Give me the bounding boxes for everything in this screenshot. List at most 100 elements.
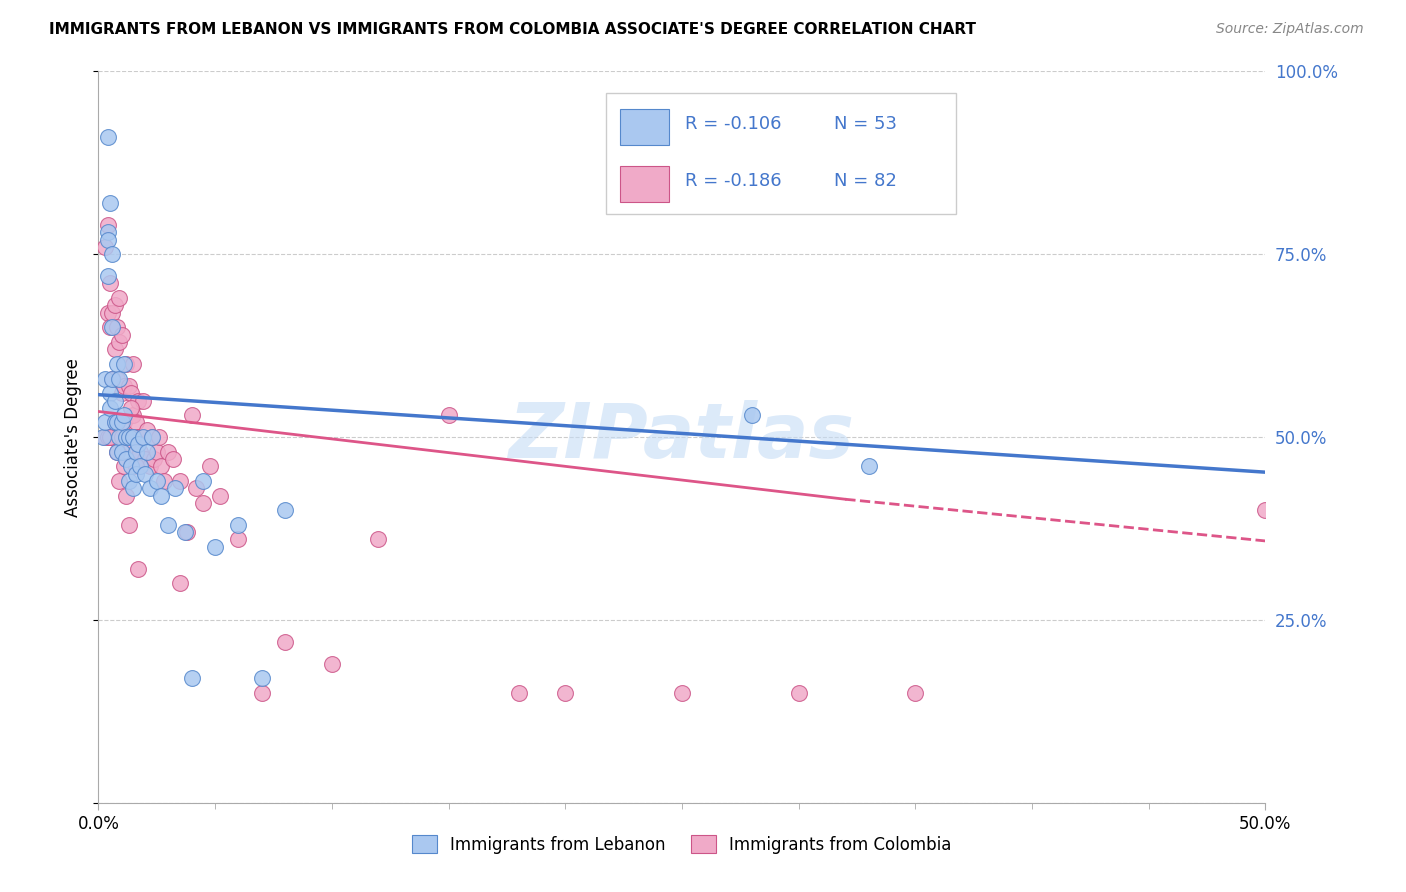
Point: [115, 430, 138, 444]
Point: [250, 672, 273, 686]
Point: [98, 277, 121, 291]
Point: [111, 430, 134, 444]
Point: [228, 533, 250, 547]
Point: [118, 474, 141, 488]
Point: [204, 540, 226, 554]
Point: [367, 533, 389, 547]
Point: [94, 416, 117, 430]
Point: [120, 459, 142, 474]
Point: [118, 430, 141, 444]
Point: [741, 408, 763, 422]
Point: [193, 496, 215, 510]
Point: [94, 371, 117, 385]
Point: [169, 576, 191, 591]
Point: [125, 459, 148, 474]
Point: [101, 430, 124, 444]
Point: [134, 452, 156, 467]
Text: R = -0.186: R = -0.186: [685, 172, 782, 190]
Point: [157, 444, 180, 458]
Point: [136, 423, 159, 437]
Point: [112, 459, 135, 474]
Point: [97, 306, 120, 320]
Point: [105, 371, 128, 385]
Point: [125, 467, 148, 481]
Point: [112, 379, 135, 393]
Point: [146, 474, 169, 488]
Y-axis label: Associate's Degree: Associate's Degree: [65, 358, 83, 516]
Point: [125, 444, 148, 458]
Point: [173, 525, 195, 540]
Point: [120, 437, 142, 451]
Point: [122, 408, 145, 422]
Point: [152, 474, 174, 488]
Point: [508, 686, 530, 700]
Point: [108, 291, 131, 305]
Point: [132, 430, 155, 444]
Point: [169, 474, 191, 488]
Point: [904, 686, 927, 700]
Text: IMMIGRANTS FROM LEBANON VS IMMIGRANTS FROM COLOMBIA ASSOCIATE'S DEGREE CORRELATI: IMMIGRANTS FROM LEBANON VS IMMIGRANTS FR…: [49, 22, 976, 37]
Point: [111, 327, 134, 342]
Point: [274, 503, 297, 517]
Point: [186, 481, 208, 495]
Point: [101, 371, 124, 385]
Point: [139, 459, 162, 474]
Point: [157, 517, 180, 532]
Text: ZIPatlas: ZIPatlas: [509, 401, 855, 474]
Point: [132, 393, 155, 408]
Text: N = 82: N = 82: [834, 172, 897, 190]
Point: [94, 430, 117, 444]
Point: [208, 489, 231, 503]
Point: [141, 430, 163, 444]
Point: [127, 562, 149, 576]
Point: [104, 416, 127, 430]
Point: [122, 430, 145, 444]
Point: [143, 452, 166, 467]
Point: [129, 459, 152, 474]
Point: [98, 196, 121, 211]
Point: [120, 401, 142, 415]
Point: [125, 416, 148, 430]
Point: [105, 320, 128, 334]
Point: [193, 474, 215, 488]
Point: [787, 686, 810, 700]
Point: [127, 393, 149, 408]
Point: [165, 481, 187, 495]
Point: [101, 320, 124, 334]
Point: [141, 430, 163, 444]
Point: [98, 386, 121, 401]
Point: [127, 437, 149, 451]
Point: [97, 269, 120, 284]
Point: [111, 416, 134, 430]
Text: R = -0.106: R = -0.106: [685, 115, 782, 133]
FancyBboxPatch shape: [620, 110, 669, 145]
Point: [120, 386, 142, 401]
Point: [554, 686, 576, 700]
FancyBboxPatch shape: [620, 167, 669, 202]
Point: [97, 225, 120, 239]
Point: [98, 401, 121, 415]
Point: [129, 444, 152, 458]
Point: [105, 416, 128, 430]
Point: [108, 474, 131, 488]
FancyBboxPatch shape: [606, 94, 956, 214]
Point: [104, 416, 127, 430]
Point: [118, 517, 141, 532]
Point: [108, 334, 131, 349]
Point: [112, 408, 135, 422]
Point: [127, 430, 149, 444]
Point: [98, 430, 121, 444]
Point: [180, 408, 202, 422]
Point: [111, 444, 134, 458]
Point: [118, 430, 141, 444]
Point: [136, 444, 159, 458]
Point: [97, 430, 120, 444]
Point: [104, 298, 127, 312]
Point: [112, 357, 135, 371]
Point: [101, 306, 124, 320]
Point: [115, 489, 138, 503]
Point: [671, 686, 693, 700]
Text: N = 53: N = 53: [834, 115, 897, 133]
Point: [111, 430, 134, 444]
Point: [108, 371, 131, 385]
